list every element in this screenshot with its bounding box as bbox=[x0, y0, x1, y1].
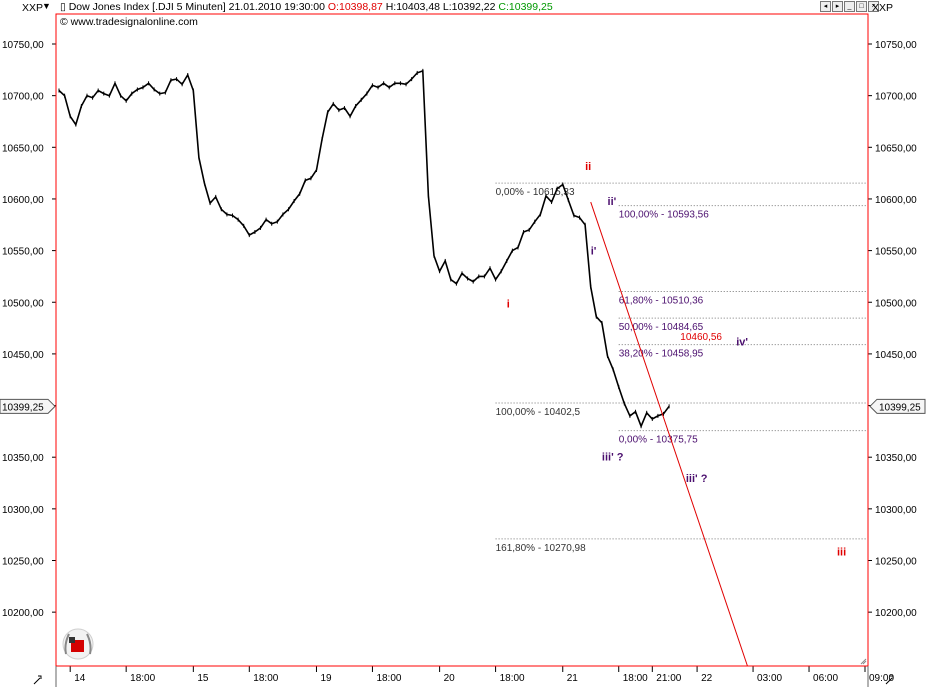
fib-layer: 0,00% - 10615,33 100,00% - 10402,5 161,80%… bbox=[495, 182, 868, 554]
y-tick-label-left: 10600,00 bbox=[2, 195, 44, 206]
symbol-label-left[interactable]: XXP bbox=[22, 2, 44, 14]
x-tick-label: 21 bbox=[567, 673, 579, 684]
wave-label: iii' ? bbox=[686, 473, 708, 485]
instrument-title: Dow Jones Index [.DJI 5 Minuten] bbox=[68, 1, 226, 13]
x-tick-label: 19 bbox=[320, 673, 332, 684]
copyright-icon: © bbox=[60, 16, 68, 28]
bar-datetime: 21.01.2010 19:30:00 bbox=[228, 1, 325, 13]
y-tick-label-left: 10250,00 bbox=[2, 557, 44, 568]
x-tick-label: 22 bbox=[701, 673, 713, 684]
y-tick-label-right: 10250,00 bbox=[875, 557, 917, 568]
fib-level-label: 61,80% - 10510,36 bbox=[619, 296, 704, 307]
y-tick-label-left: 10650,00 bbox=[2, 143, 44, 154]
price-annotation-label: 10460,56 bbox=[680, 332, 722, 343]
x-tick-label: 09:00 bbox=[869, 673, 894, 684]
fib-level-label: 0,00% - 10615,33 bbox=[496, 187, 575, 198]
y-tick-label-right: 10650,00 bbox=[875, 143, 917, 154]
wave-label: i' bbox=[591, 246, 597, 258]
wave-label: ii' bbox=[608, 196, 617, 208]
y-tick-label-right: 10200,00 bbox=[875, 608, 917, 619]
wave-label: iii' ? bbox=[602, 451, 624, 463]
y-tick-label-left: 10350,00 bbox=[2, 453, 44, 464]
trend-layer bbox=[590, 201, 748, 667]
x-tick-label: 21:00 bbox=[656, 673, 681, 684]
wave-label: ii bbox=[585, 161, 591, 173]
y-tick-label-left: 10550,00 bbox=[2, 247, 44, 258]
scroll-right-button[interactable]: ▸ bbox=[832, 1, 843, 12]
maximize-button[interactable]: □ bbox=[856, 1, 867, 12]
trend-line bbox=[590, 201, 748, 667]
x-tick-label: 03:00 bbox=[757, 673, 782, 684]
wave-label: iii bbox=[837, 546, 846, 558]
symbol-dropdown-icon[interactable]: ▼ bbox=[42, 1, 51, 11]
minimize-button[interactable]: _ bbox=[844, 1, 855, 12]
website-line: © www.tradesignalonline.com bbox=[60, 16, 198, 28]
close-value: C:10399,25 bbox=[498, 1, 553, 13]
close-button[interactable]: × bbox=[868, 1, 879, 12]
x-tick-label: 18:00 bbox=[623, 673, 648, 684]
current-price-label-left: 10399,25 bbox=[2, 402, 44, 413]
y-tick-label-left: 10300,00 bbox=[2, 505, 44, 516]
y-tick-label-right: 10300,00 bbox=[875, 505, 917, 516]
current-price-tag-right: 10399,25 bbox=[869, 398, 926, 414]
x-tick-label: 20 bbox=[444, 673, 456, 684]
x-tick-label: 18:00 bbox=[253, 673, 278, 684]
open-value: O:10398,87 bbox=[327, 1, 383, 13]
y-tick-label-left: 10450,00 bbox=[2, 350, 44, 361]
chart-header: ▯ Dow Jones Index [.DJI 5 Minuten] 21.01… bbox=[60, 1, 553, 13]
window-controls: ◂ ▸ _ □ × bbox=[820, 1, 879, 12]
current-price-tag-left: 10399,25 bbox=[0, 398, 56, 414]
wave-label: i bbox=[507, 298, 510, 310]
scroll-corner-left-icon[interactable] bbox=[33, 675, 42, 685]
wave-label: iv' bbox=[736, 337, 748, 349]
y-tick-label-right: 10750,00 bbox=[875, 40, 917, 51]
y-tick-label-right: 10550,00 bbox=[875, 247, 917, 258]
fib-level-label: 100,00% - 10593,56 bbox=[619, 210, 710, 221]
fib-level-label: 50,00% - 10484,65 bbox=[619, 322, 704, 333]
current-price-label-right: 10399,25 bbox=[879, 402, 921, 413]
y-tick-label-right: 10450,00 bbox=[875, 350, 917, 361]
scroll-left-button[interactable]: ◂ bbox=[820, 1, 831, 12]
low-value: L:10392,22 bbox=[442, 1, 496, 13]
fib-level-label: 0,00% - 10375,75 bbox=[619, 435, 698, 446]
x-tick-label: 18:00 bbox=[130, 673, 155, 684]
y-tick-label-left: 10200,00 bbox=[2, 608, 44, 619]
x-tick-label: 18:00 bbox=[500, 673, 525, 684]
candle-icon: ▯ bbox=[60, 1, 66, 13]
plot-border bbox=[55, 13, 869, 667]
x-tick-label: 06:00 bbox=[813, 673, 838, 684]
fib-level-label: 100,00% - 10402,5 bbox=[496, 407, 581, 418]
x-tick-label: 15 bbox=[197, 673, 209, 684]
y-tick-label-left: 10750,00 bbox=[2, 40, 44, 51]
y-tick-label-right: 10700,00 bbox=[875, 92, 917, 103]
price-layer bbox=[58, 68, 670, 429]
symbol-label-right: XXP bbox=[872, 2, 894, 14]
resize-grip-icon[interactable] bbox=[860, 658, 867, 665]
x-tick-label: 18:00 bbox=[376, 673, 401, 684]
y-tick-label-right: 10350,00 bbox=[875, 453, 917, 464]
y-tick-label-right: 10600,00 bbox=[875, 195, 917, 206]
website-label: www.tradesignalonline.com bbox=[70, 16, 198, 28]
price-series-line bbox=[58, 69, 670, 429]
logo-icon bbox=[62, 628, 94, 660]
x-tick-label: 14 bbox=[74, 673, 86, 684]
fib-level-label: 161,80% - 10270,98 bbox=[496, 543, 587, 554]
high-value: H:10403,48 bbox=[385, 1, 440, 13]
scroll-corner-right-icon[interactable] bbox=[885, 675, 894, 685]
fib-level-label: 38,20% - 10458,95 bbox=[619, 349, 704, 360]
y-tick-label-left: 10500,00 bbox=[2, 298, 44, 309]
y-tick-label-left: 10700,00 bbox=[2, 92, 44, 103]
y-tick-label-right: 10500,00 bbox=[875, 298, 917, 309]
